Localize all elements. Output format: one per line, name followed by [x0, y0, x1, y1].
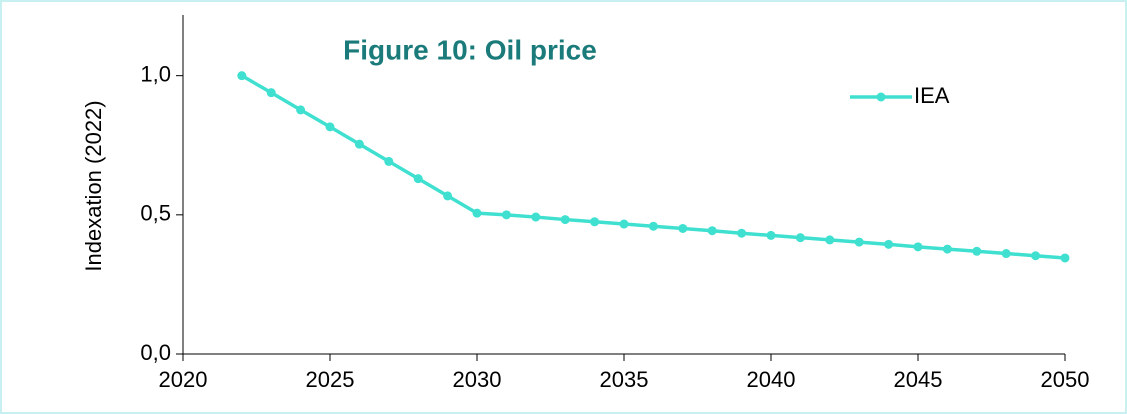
- x-tick-label: 2025: [306, 367, 355, 392]
- data-point: [678, 223, 688, 233]
- data-point: [472, 208, 482, 218]
- data-point: [648, 221, 658, 231]
- data-point: [825, 235, 835, 245]
- x-tick-label: 2045: [894, 367, 943, 392]
- data-point: [531, 212, 541, 222]
- data-point: [884, 239, 894, 249]
- y-tick-label: 1,0: [140, 61, 171, 86]
- data-point: [1060, 253, 1070, 263]
- data-point: [354, 139, 364, 149]
- data-point: [296, 105, 306, 115]
- legend-label: IEA: [914, 83, 950, 108]
- data-point: [384, 156, 394, 166]
- data-point: [443, 191, 453, 201]
- data-point: [972, 246, 982, 256]
- data-point: [707, 226, 717, 236]
- x-tick-label: 2035: [600, 367, 649, 392]
- data-point: [1001, 249, 1011, 259]
- y-tick-label: 0,0: [140, 340, 171, 365]
- data-point: [266, 88, 276, 98]
- data-point: [766, 230, 776, 240]
- data-point: [237, 71, 247, 81]
- data-point: [619, 219, 629, 229]
- data-point: [795, 233, 805, 243]
- data-point: [501, 210, 511, 220]
- data-point: [942, 244, 952, 254]
- x-tick-label: 2020: [159, 367, 208, 392]
- x-tick-label: 2030: [453, 367, 502, 392]
- data-point: [1031, 251, 1041, 261]
- legend-marker: [876, 92, 886, 102]
- data-point: [560, 215, 570, 225]
- data-point: [413, 174, 423, 184]
- y-axis-label: Indexation (2022): [81, 100, 106, 271]
- y-tick-label: 0,5: [140, 201, 171, 226]
- chart-title: Figure 10: Oil price: [343, 34, 597, 65]
- data-point: [590, 217, 600, 227]
- data-point: [737, 228, 747, 238]
- data-point: [913, 242, 923, 252]
- data-point: [325, 122, 335, 132]
- x-tick-label: 2040: [747, 367, 796, 392]
- x-tick-label: 2050: [1041, 367, 1090, 392]
- data-point: [854, 237, 864, 247]
